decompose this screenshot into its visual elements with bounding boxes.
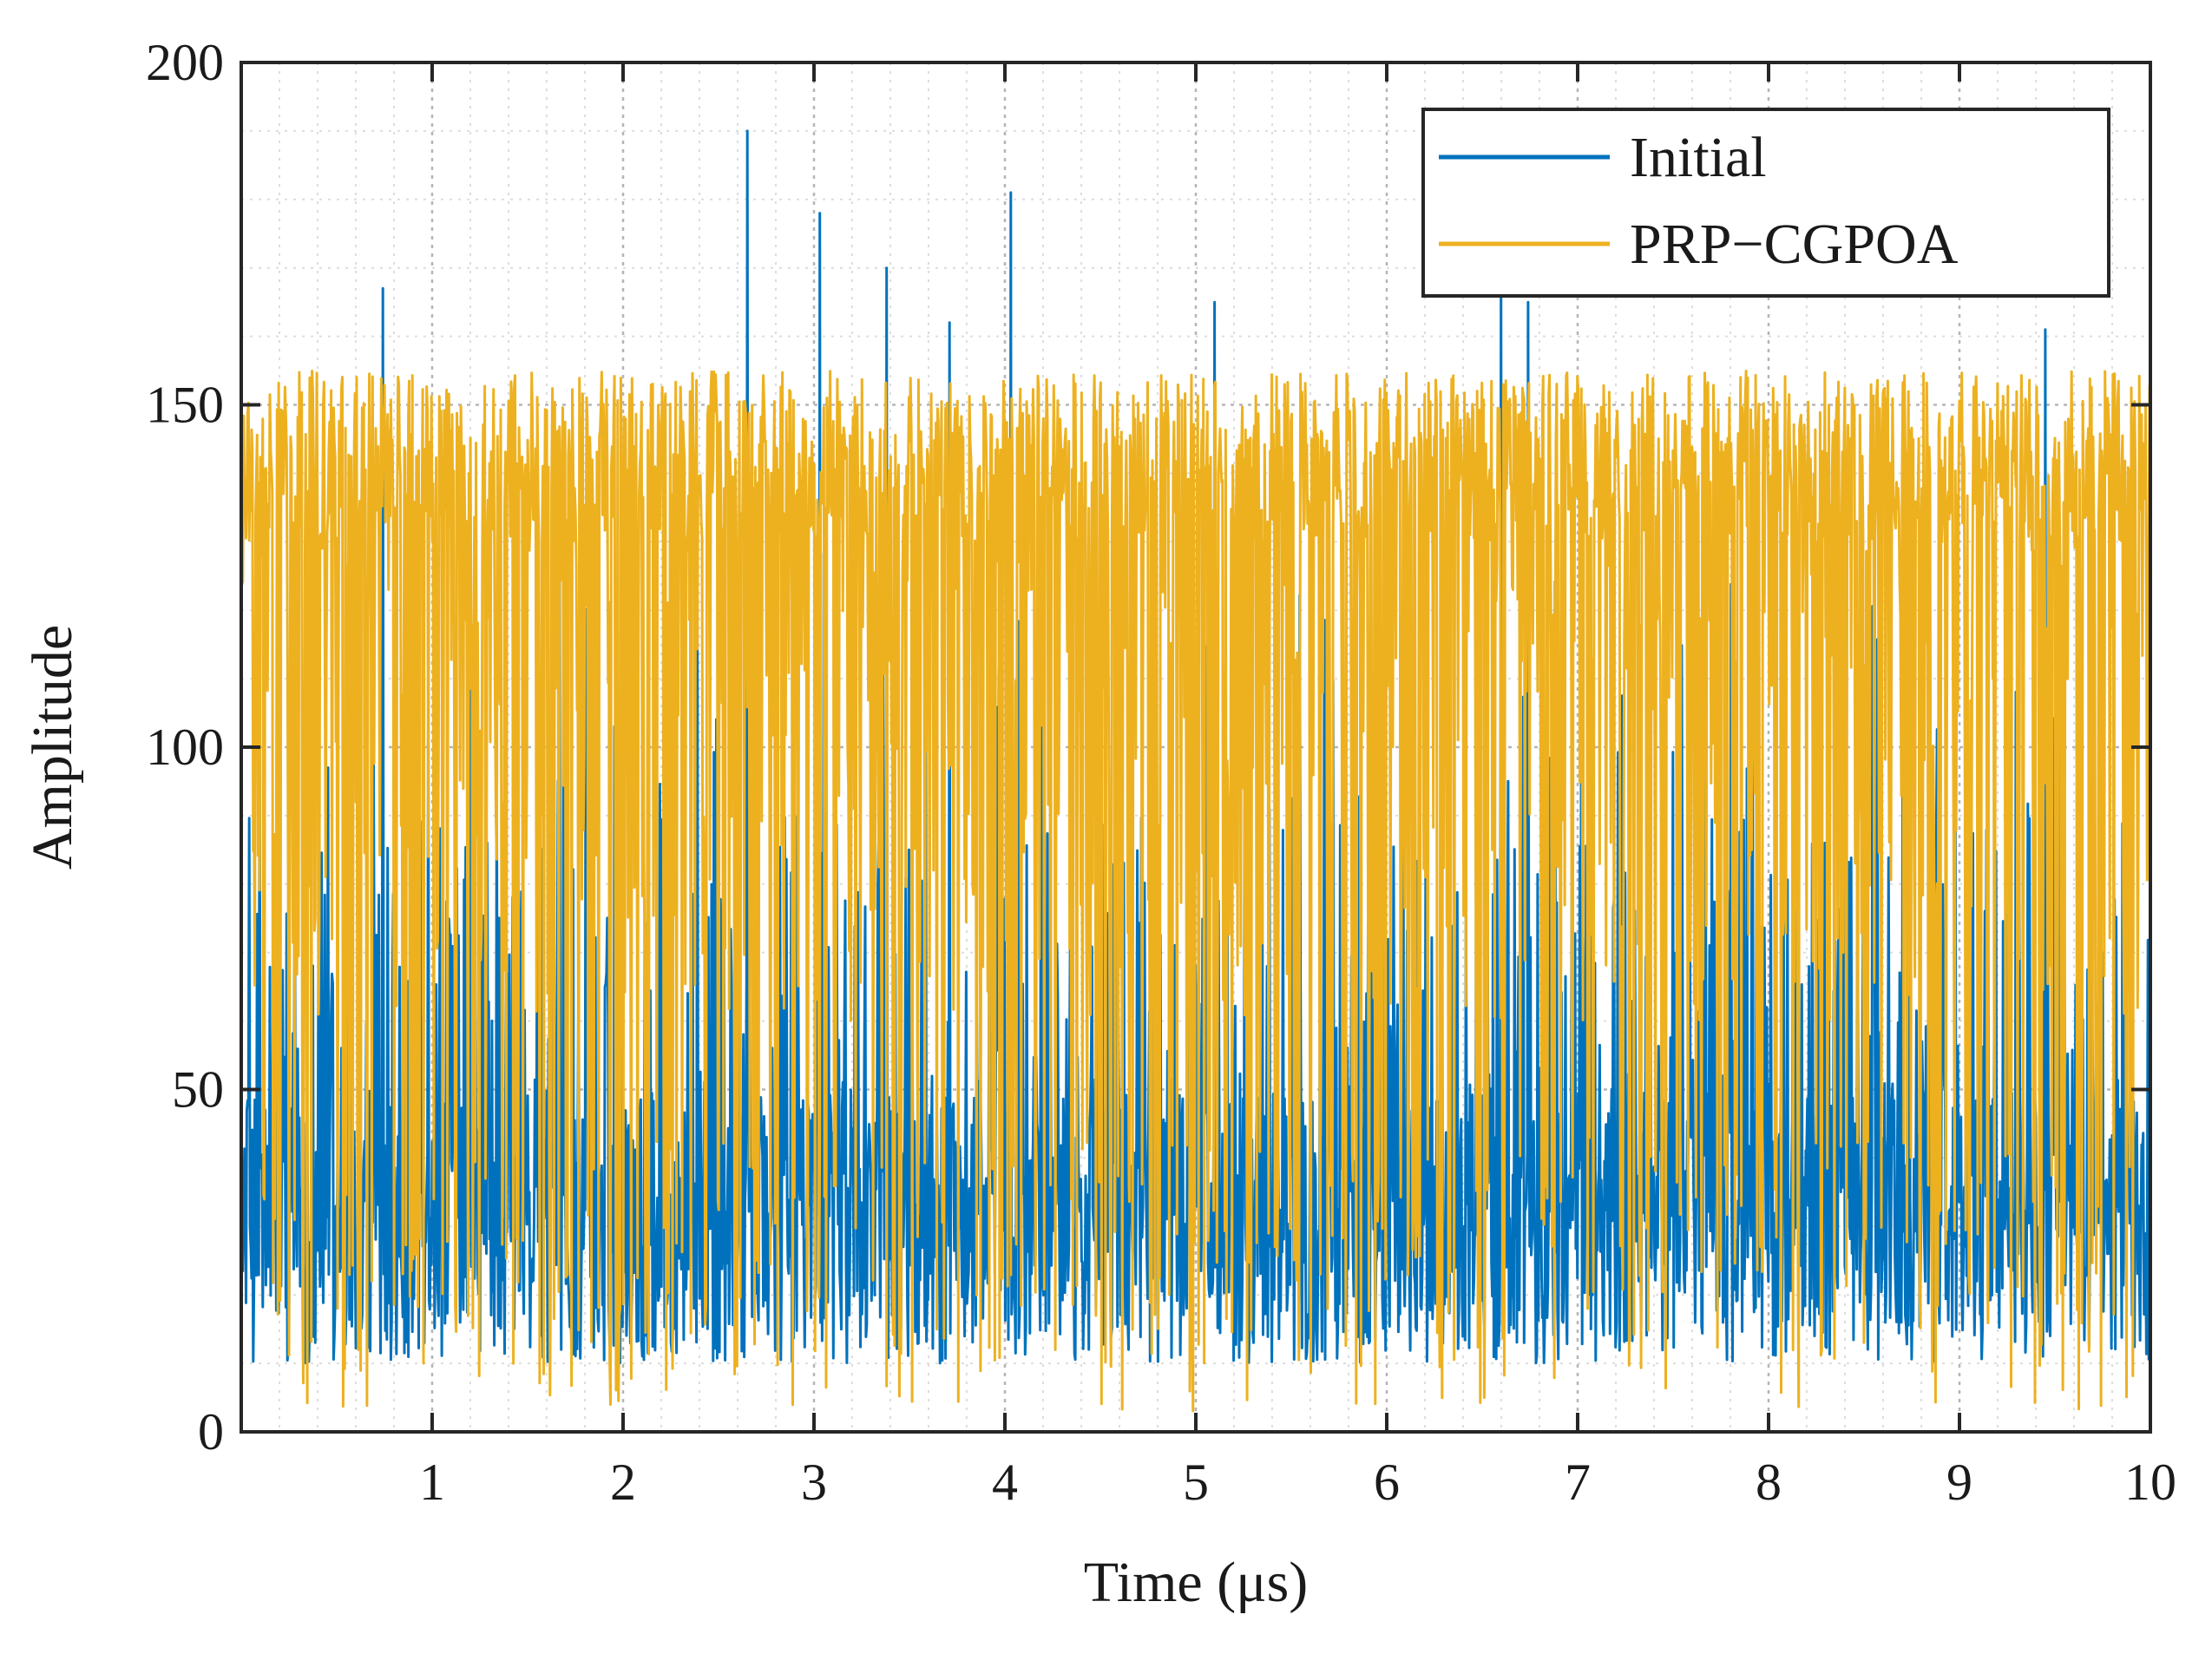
x-tick-label: 9 xyxy=(1946,1454,1972,1511)
x-tick-label: 2 xyxy=(610,1454,636,1511)
legend: Initial PRP−CGPOA xyxy=(1421,108,2110,298)
y-tick-labels: 0 50 100 150 200 xyxy=(146,34,224,1460)
legend-label-prp-cgpoa: PRP−CGPOA xyxy=(1630,213,1959,276)
y-tick-label: 150 xyxy=(146,377,224,434)
y-tick-label: 50 xyxy=(172,1061,224,1119)
prp-cgpoa-line-path xyxy=(240,370,2152,1413)
x-tick-label: 1 xyxy=(419,1454,445,1511)
series-prp-cgpoa-line xyxy=(240,370,2152,1413)
x-tick-label: 5 xyxy=(1183,1454,1209,1511)
y-tick-label: 200 xyxy=(146,34,224,91)
x-tick-label: 8 xyxy=(1756,1454,1782,1511)
plot-area xyxy=(240,129,2152,1413)
x-tick-label: 3 xyxy=(801,1454,827,1511)
y-axis-label: Amplitude xyxy=(21,625,84,870)
tick-marks xyxy=(241,61,2152,1434)
legend-box xyxy=(1421,108,2110,298)
legend-label-initial: Initial xyxy=(1630,126,1767,189)
x-tick-labels: 1 2 3 4 5 6 7 8 9 10 xyxy=(419,1454,2176,1511)
y-tick-label: 100 xyxy=(146,719,224,776)
y-tick-label: 0 xyxy=(198,1403,224,1460)
x-tick-label: 7 xyxy=(1565,1454,1591,1511)
x-axis-label: Time (μs) xyxy=(1084,1551,1309,1614)
x-tick-label: 10 xyxy=(2124,1454,2176,1511)
x-tick-label: 6 xyxy=(1374,1454,1400,1511)
x-tick-label: 4 xyxy=(992,1454,1018,1511)
